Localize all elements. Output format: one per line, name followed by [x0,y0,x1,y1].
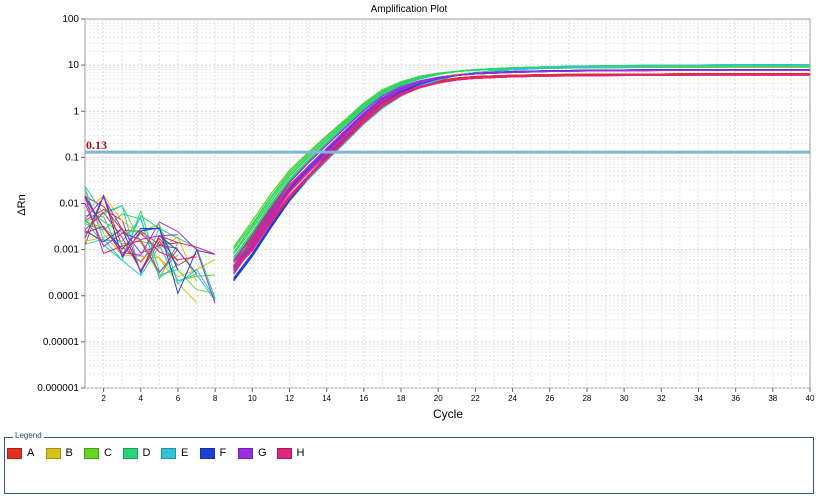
x-axis-label: Cycle [433,407,463,421]
amplification-plot: 100 10 1 0.1 0.01 0.001 0.0001 0.00001 0.000001 2… [16,4,815,421]
legend-swatch [238,447,253,459]
legend-swatch [199,447,215,459]
y-tick-label: 0.01 [60,199,80,210]
x-tick-label: 2 [101,394,106,403]
legend-label: F [219,447,227,459]
y-tick-label: 0.001 [54,245,79,256]
x-tick-label: 20 [434,394,443,403]
noise-trace [84,228,197,275]
y-axis-label: ΔRn [16,194,28,215]
x-tick-label: 26 [545,394,554,403]
legend: Legend A B C D E F G H [4,431,814,494]
legend-item[interactable]: F [199,447,239,459]
legend-item[interactable]: C [84,447,123,459]
y-tick-label: 1 [73,106,79,117]
x-tick-label: 34 [694,394,703,403]
legend-item[interactable]: G [238,447,277,459]
noise-trace [84,195,178,246]
legend-item[interactable]: E [161,447,200,459]
noise-trace [84,238,216,301]
legend-label: H [296,447,305,459]
legend-item[interactable]: D [122,447,162,459]
x-tick-label: 16 [359,394,368,403]
grid [85,19,810,389]
legend-item[interactable]: B [45,447,85,459]
y-tick-label: 0.0001 [48,291,79,302]
legend-title: Legend [13,431,44,440]
x-tick-label: 32 [657,394,666,403]
legend-item[interactable]: H [276,447,316,459]
x-tick-label: 12 [285,394,294,403]
noise-trace [84,211,216,272]
x-tick-label: 18 [397,394,406,403]
legend-label: A [27,447,35,459]
x-tick-label: 38 [768,394,777,403]
noise-trace [84,213,179,280]
legend-swatch [7,447,22,459]
chart-title: Amplification Plot [371,4,448,15]
y-tick-label: 0.000001 [37,383,79,394]
noise-trace [84,185,216,300]
noise-trace [84,203,178,248]
legend-label: C [104,447,112,459]
legend-items: A B C D E F G H [7,447,315,459]
noise-trace [84,204,179,276]
axes: 100 10 1 0.1 0.01 0.001 0.0001 0.00001 0.000001 2… [37,14,815,403]
x-tick-label: 24 [508,394,517,403]
legend-label: E [181,447,189,459]
legend-label: D [142,447,151,459]
x-tick-label: 22 [471,394,480,403]
legend-swatch [161,447,176,459]
legend-label: B [65,447,73,459]
x-tick-label: 28 [582,394,591,403]
x-tick-label: 10 [248,394,257,403]
x-tick-label: 8 [213,394,218,403]
x-tick-label: 40 [806,394,815,403]
noise-trace [84,215,216,299]
noise-trace [84,225,197,261]
amplification-curve [233,69,810,267]
noise-trace [84,187,179,279]
x-tick-label: 36 [731,394,740,403]
x-tick-label: 4 [139,394,144,403]
y-tick-label: 0.00001 [43,337,80,348]
amplification-curves [233,64,810,282]
x-tick-label: 30 [620,394,629,403]
threshold-label: 0.13 [86,138,107,152]
x-tick-label: 14 [322,394,331,403]
legend-swatch [276,447,292,459]
y-tick-label: 10 [68,60,80,71]
legend-swatch [45,447,61,459]
noise-trace [84,197,178,254]
baseline-noise [84,185,216,304]
y-tick-label: 0.1 [65,152,79,163]
legend-item[interactable]: A [7,447,46,459]
legend-swatch [122,447,138,459]
x-tick-label: 6 [176,394,181,403]
amplification-curve [233,74,810,264]
noise-trace [84,196,179,274]
y-tick-label: 100 [62,14,79,25]
legend-swatch [84,447,99,459]
legend-label: G [258,447,267,459]
